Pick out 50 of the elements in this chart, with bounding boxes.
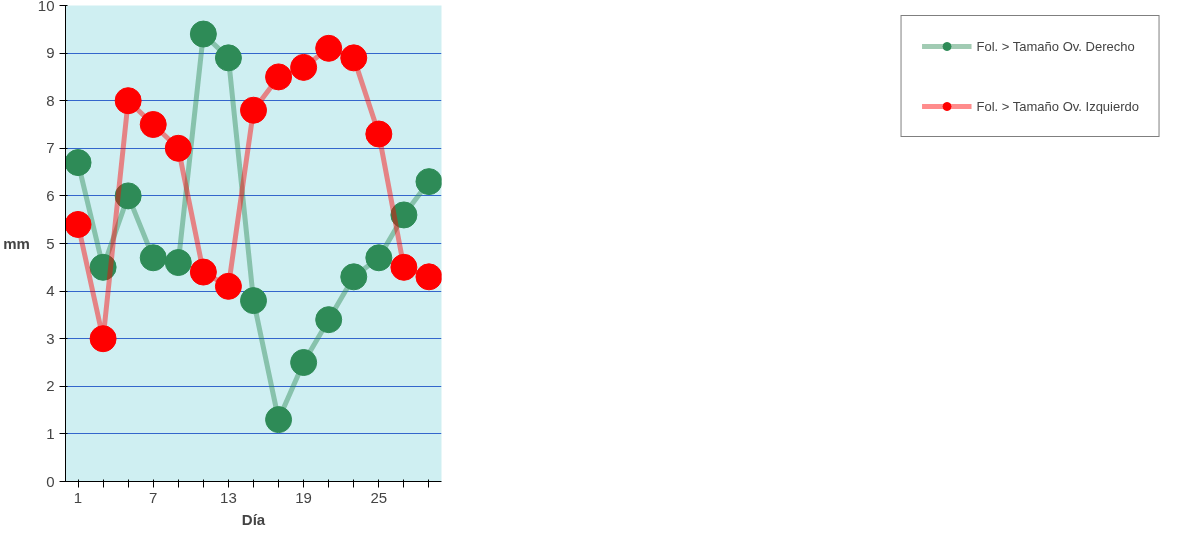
y-tick-label: 3 bbox=[46, 329, 55, 347]
point bbox=[240, 96, 267, 124]
point bbox=[164, 134, 192, 162]
point bbox=[214, 272, 242, 300]
x-axis-title: Día bbox=[241, 510, 266, 528]
point bbox=[89, 325, 117, 353]
x-tick-label: 1 bbox=[73, 488, 83, 506]
point bbox=[189, 258, 217, 286]
point bbox=[65, 149, 92, 177]
point bbox=[290, 53, 318, 81]
y-tick-label: 10 bbox=[37, 0, 55, 14]
point bbox=[365, 120, 393, 148]
point bbox=[340, 263, 368, 291]
point bbox=[390, 201, 418, 229]
point bbox=[315, 306, 343, 334]
y-tick-label: 7 bbox=[46, 139, 55, 157]
y-tick-label: 0 bbox=[46, 472, 55, 490]
y-axis-title: mm bbox=[3, 235, 30, 252]
legend-label: Fol. > Tamaño Ov. Derecho bbox=[976, 38, 1135, 54]
x-tick-label: 13 bbox=[220, 488, 237, 506]
point bbox=[390, 253, 418, 281]
point bbox=[139, 244, 167, 272]
point bbox=[114, 87, 142, 115]
y-tick-label: 4 bbox=[46, 282, 55, 300]
point bbox=[315, 34, 343, 62]
point bbox=[290, 349, 318, 376]
point bbox=[415, 263, 442, 291]
x-tick-label: 25 bbox=[370, 488, 388, 506]
y-tick-label: 5 bbox=[46, 234, 55, 252]
legend-label: Fol. > Tamaño Ov. Izquierdo bbox=[976, 98, 1139, 114]
y-tick-label: 8 bbox=[46, 91, 55, 109]
y-tick-label: 6 bbox=[46, 186, 55, 204]
point bbox=[340, 44, 368, 72]
point bbox=[365, 244, 393, 272]
point bbox=[89, 253, 117, 281]
point bbox=[65, 210, 92, 238]
point bbox=[415, 168, 442, 196]
x-tick-label: 7 bbox=[149, 488, 158, 506]
y-tick-label: 9 bbox=[46, 44, 55, 62]
x-tick-label: 19 bbox=[295, 488, 312, 506]
point bbox=[139, 111, 167, 138]
point bbox=[265, 63, 293, 91]
point bbox=[164, 249, 192, 277]
point bbox=[189, 20, 217, 48]
y-tick-label: 2 bbox=[46, 377, 55, 395]
point bbox=[265, 406, 293, 434]
point bbox=[114, 182, 142, 210]
y-tick-label: 1 bbox=[46, 424, 55, 442]
point bbox=[214, 44, 242, 72]
point bbox=[240, 287, 267, 315]
